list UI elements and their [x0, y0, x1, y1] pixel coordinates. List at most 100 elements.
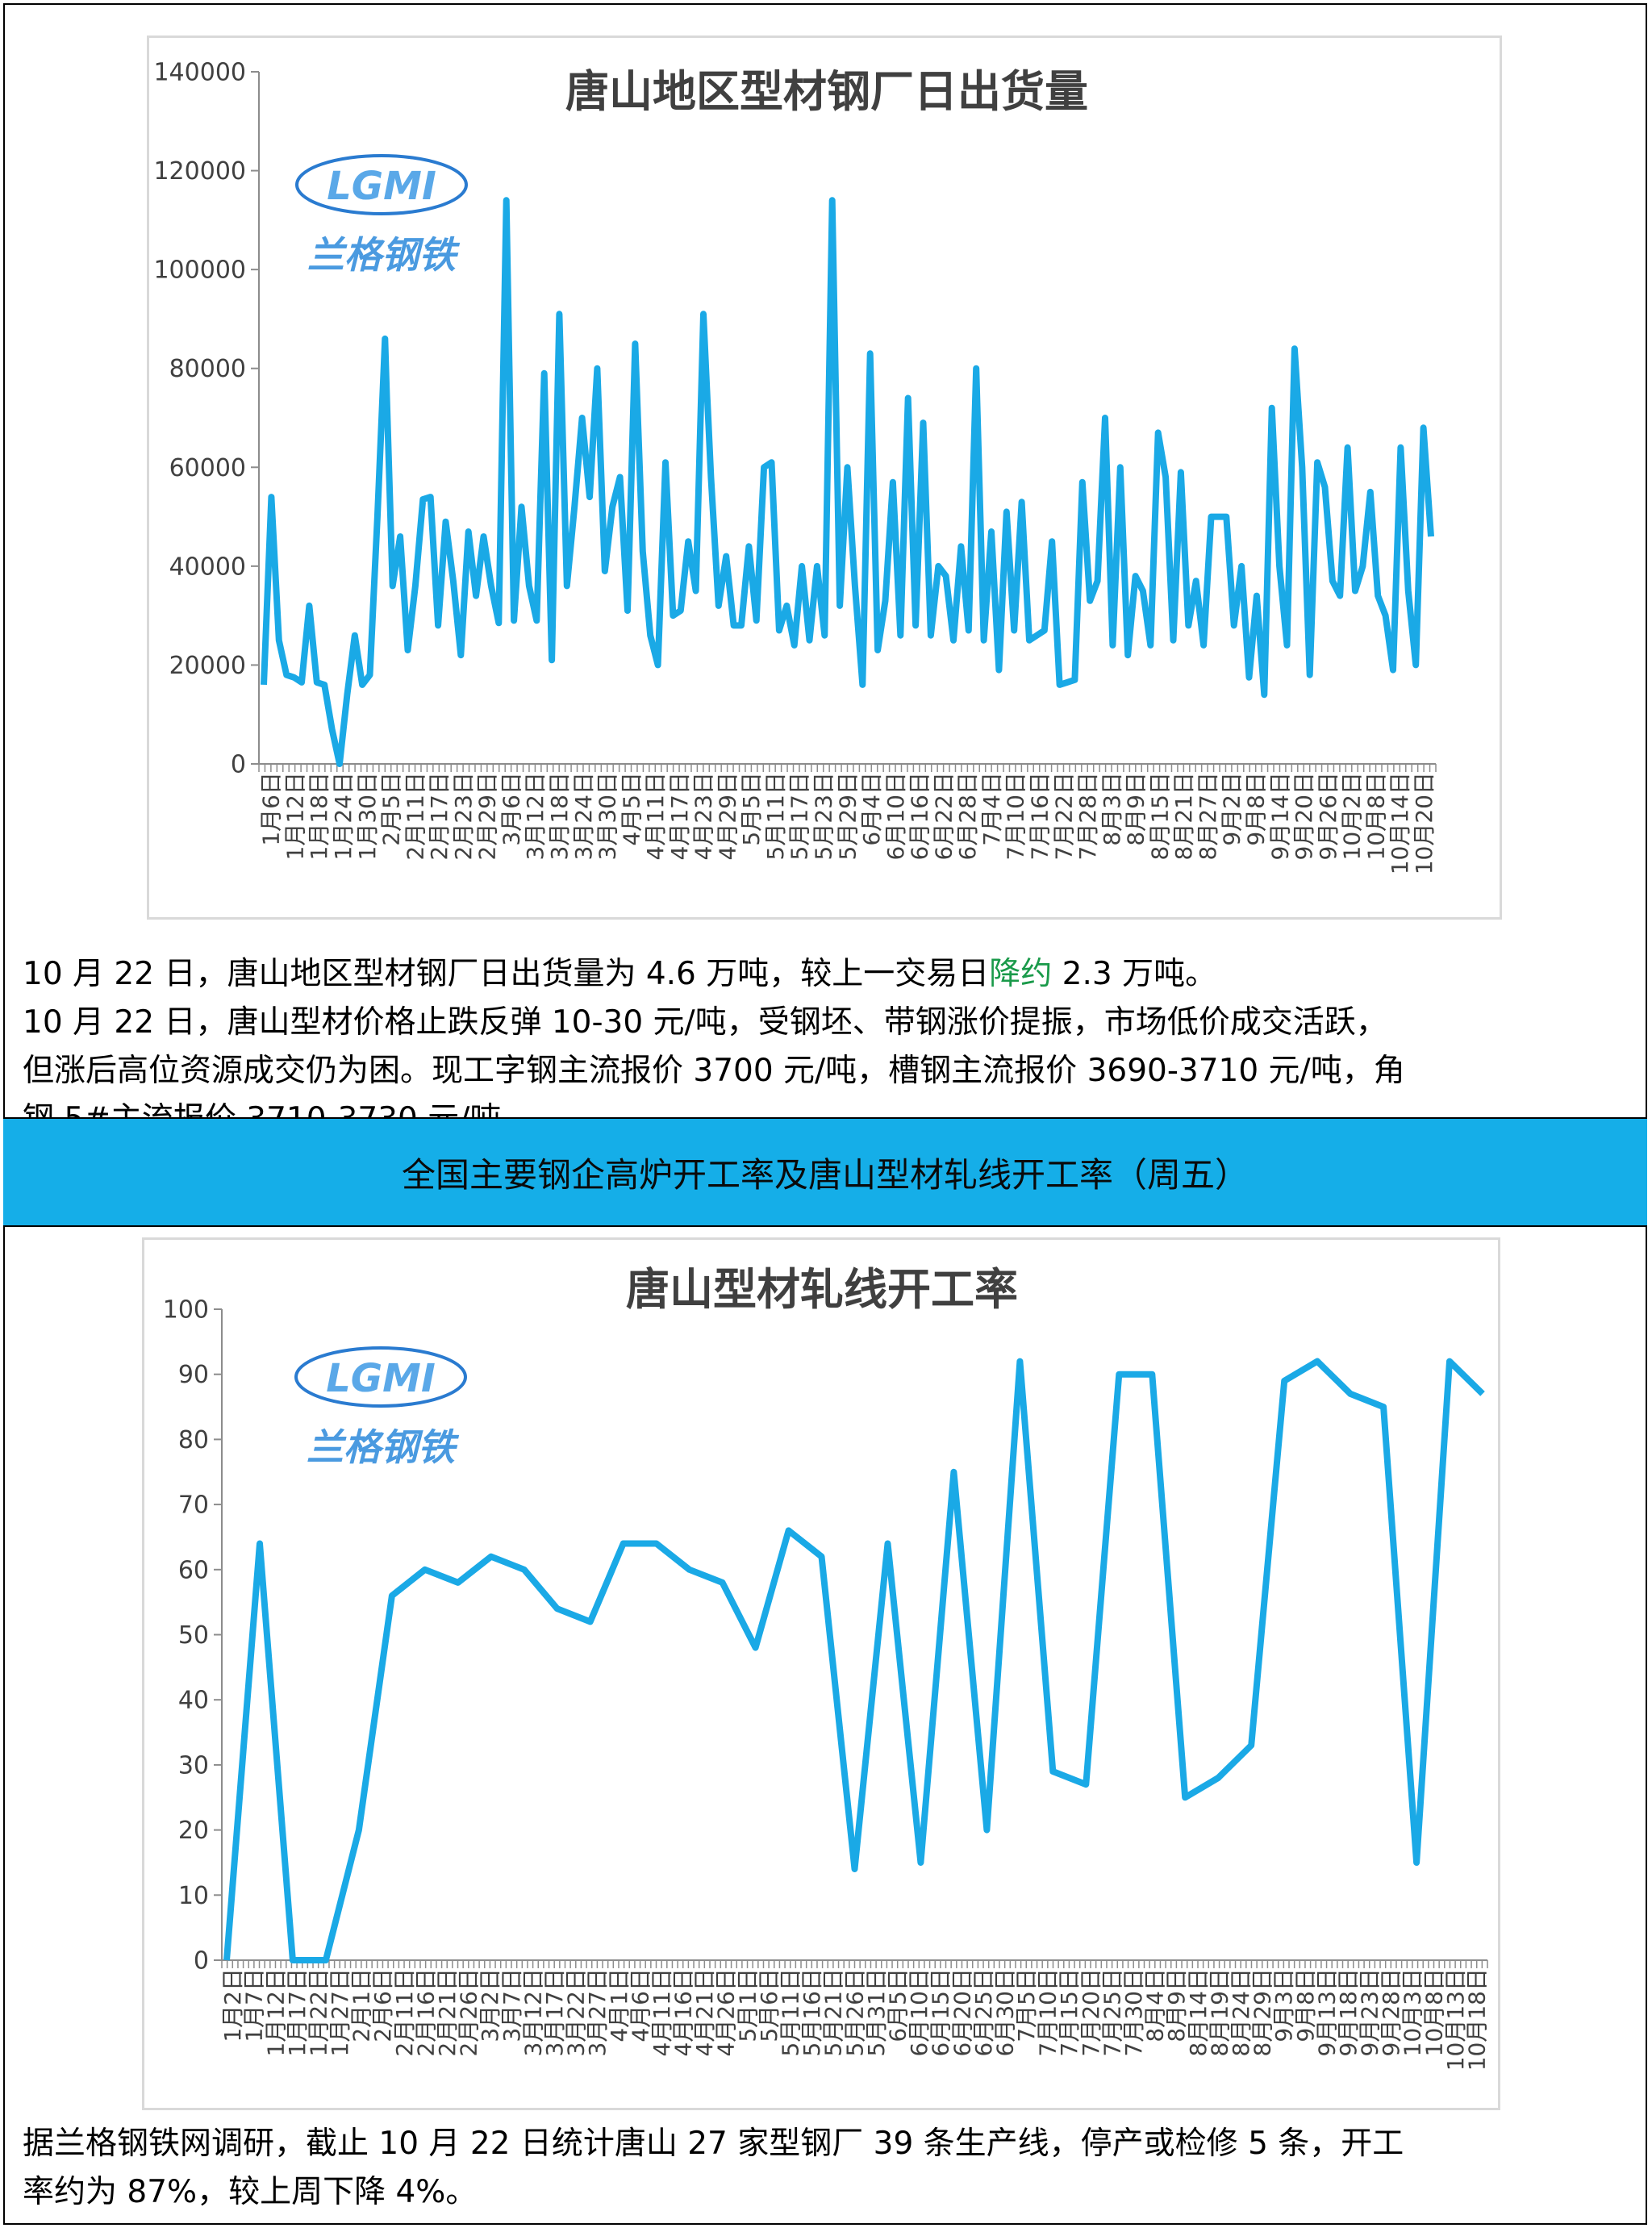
x-tick-label: 6月5日: [884, 1968, 911, 2042]
x-tick-label: 7月10日: [1003, 772, 1029, 860]
x-tick-label: 3月17日: [541, 1968, 568, 2056]
series-line-utilization: [223, 1358, 1485, 1963]
x-tick-label: 2月17日: [426, 772, 453, 860]
y-tick-label: 10: [178, 1882, 209, 1910]
x-tick-label: 4月5日: [618, 772, 645, 846]
x-tick-label: 10月2日: [1339, 772, 1366, 860]
chart-shipments-svg: 唐山地区型材钢厂日出货量 LGMI 兰格钢铁 140000 120000 10000…: [153, 59, 1437, 875]
x-tick-label: 1月12日: [262, 1968, 289, 2056]
x-tick-label: 4月6日: [627, 1968, 653, 2042]
x-tick-label: 6月30日: [991, 1968, 1018, 2056]
x-tick-label: 4月11日: [642, 772, 669, 860]
x-tick-label: 5月31日: [863, 1968, 890, 2056]
x-tick-label: 8月24日: [1228, 1968, 1254, 2056]
summary-text: 2.3 万吨。: [1052, 956, 1217, 992]
x-tick-label: 5月1日: [734, 1968, 761, 2042]
x-tick-label: 3月30日: [594, 772, 621, 860]
x-tick-label: 8月3日: [1099, 772, 1125, 846]
x-tick-label: 8月19日: [1206, 1968, 1233, 2056]
y-tick-label: 80000: [169, 355, 246, 383]
y-tick-label: 20000: [169, 652, 246, 680]
x-tick-label: 1月24日: [330, 772, 357, 860]
x-tick-label: 6月4日: [858, 772, 885, 846]
x-tick-label: 1月30日: [354, 772, 381, 860]
x-tick-label: 10月8日: [1420, 1968, 1447, 2056]
x-tick-label: 3月2日: [477, 1968, 503, 2042]
x-tick-label: 7月5日: [1013, 1968, 1040, 2042]
x-tick-label: 5月5日: [738, 772, 765, 846]
x-tick-label: 9月20日: [1291, 772, 1317, 860]
x-tick-label: 8月15日: [1146, 772, 1173, 860]
y-tick-label: 60000: [169, 454, 246, 482]
x-tick-label: 9月2日: [1219, 772, 1245, 846]
logo-text: LGMI: [327, 164, 436, 209]
x-tick-label: 9月13日: [1313, 1968, 1340, 2056]
x-tick-label: 3月27日: [584, 1968, 611, 2056]
x-tick-label: 5月21日: [820, 1968, 847, 2056]
y-tick-label: 20: [178, 1817, 209, 1845]
x-tick-label: 2月26日: [456, 1968, 482, 2056]
x-tick-label: 10月20日: [1411, 772, 1437, 874]
utilization-line-2: 率约为 87%，较上周下降 4%。: [23, 2174, 478, 2210]
y-tick-label: 70: [178, 1492, 209, 1520]
x-tick-label: 7月15日: [1056, 1968, 1083, 2056]
x-tick-label: 2月5日: [378, 772, 405, 846]
y-tick-label: 80: [178, 1426, 209, 1454]
x-tick-label: 10月13日: [1442, 1968, 1469, 2071]
y-tick-label: 90: [178, 1361, 209, 1389]
y-tick-label: 120000: [153, 157, 246, 186]
x-tick-label: 4月29日: [714, 772, 740, 860]
x-tick-label: 5月16日: [799, 1968, 825, 2056]
x-tick-label: 9月18日: [1335, 1968, 1362, 2056]
x-tick-label: 4月1日: [606, 1968, 632, 2042]
x-tick-label: 3月7日: [499, 1968, 525, 2042]
x-tick-label: 8月4日: [1142, 1968, 1169, 2042]
x-tick-label: 2月21日: [434, 1968, 461, 2056]
x-tick-label: 2月11日: [402, 772, 428, 860]
x-tick-label: 10月3日: [1400, 1968, 1426, 2056]
x-tick-label: 7月30日: [1120, 1968, 1147, 2056]
change-highlight: 降约: [989, 956, 1053, 992]
x-tick-label: 1月17日: [284, 1968, 311, 2056]
x-tick-label: 5月17日: [786, 772, 813, 860]
x-tick-label: 6月28日: [954, 772, 981, 860]
summary-text: 10 月 22 日，唐山地区型材钢厂日出货量为 4.6 万吨，较上一交易日: [23, 956, 990, 992]
x-tick-label: 4月23日: [690, 772, 717, 860]
x-tick-label: 3月12日: [522, 772, 549, 860]
chart-title: 唐山型材轧线开工率: [626, 1264, 1018, 1315]
y-tick-label: 100: [163, 1296, 209, 1325]
x-tick-label: 6月25日: [970, 1968, 997, 2056]
x-tick-label: 2月29日: [474, 772, 501, 860]
chart-shipments: 唐山地区型材钢厂日出货量 LGMI 兰格钢铁 140000 120000 10000…: [147, 35, 1502, 920]
x-tick-label: 6月22日: [930, 772, 957, 860]
x-tick-label: 10月8日: [1362, 772, 1389, 860]
x-tick-label: 10月18日: [1464, 1968, 1491, 2071]
x-tick-label: 9月8日: [1242, 772, 1269, 846]
y-tick-label: 140000: [153, 59, 246, 87]
x-tick-label: 1月27日: [327, 1968, 353, 2056]
chart-title: 唐山地区型材钢厂日出货量: [565, 66, 1088, 117]
x-tick-label: 7月20日: [1078, 1968, 1104, 2056]
y-tick-label: 50: [178, 1621, 209, 1650]
x-tick-label: 2月6日: [369, 1968, 396, 2042]
x-tick-label: 7月22日: [1050, 772, 1077, 860]
x-tick-label: 5月11日: [762, 772, 789, 860]
x-tick-label: 7月10日: [1035, 1968, 1062, 2056]
x-tick-label: 7月28日: [1074, 772, 1101, 860]
x-tick-label: 6月16日: [907, 772, 933, 860]
y-tick-label: 60: [178, 1556, 209, 1584]
x-tick-label: 5月26日: [841, 1968, 868, 2056]
x-tick-label: 6月20日: [949, 1968, 975, 2056]
x-tick-label: 8月29日: [1249, 1968, 1276, 2056]
x-tick-label: 9月23日: [1357, 1968, 1383, 2056]
x-tick-label: 9月26日: [1315, 772, 1341, 860]
x-tick-label: 1月18日: [306, 772, 332, 860]
x-tick-label: 9月8日: [1292, 1968, 1319, 2042]
chart-utilization-svg: 唐山型材轧线开工率 LGMI 兰格钢铁 10090807060504030201…: [163, 1264, 1491, 2071]
x-tick-label: 2月11日: [391, 1968, 418, 2056]
x-tick-label: 9月28日: [1378, 1968, 1404, 2056]
y-tick-label: 40000: [169, 553, 246, 581]
x-tick-label: 2月1日: [348, 1968, 375, 2042]
y-tick-label: 30: [178, 1751, 209, 1779]
x-tick-label: 5月11日: [778, 1968, 804, 2056]
